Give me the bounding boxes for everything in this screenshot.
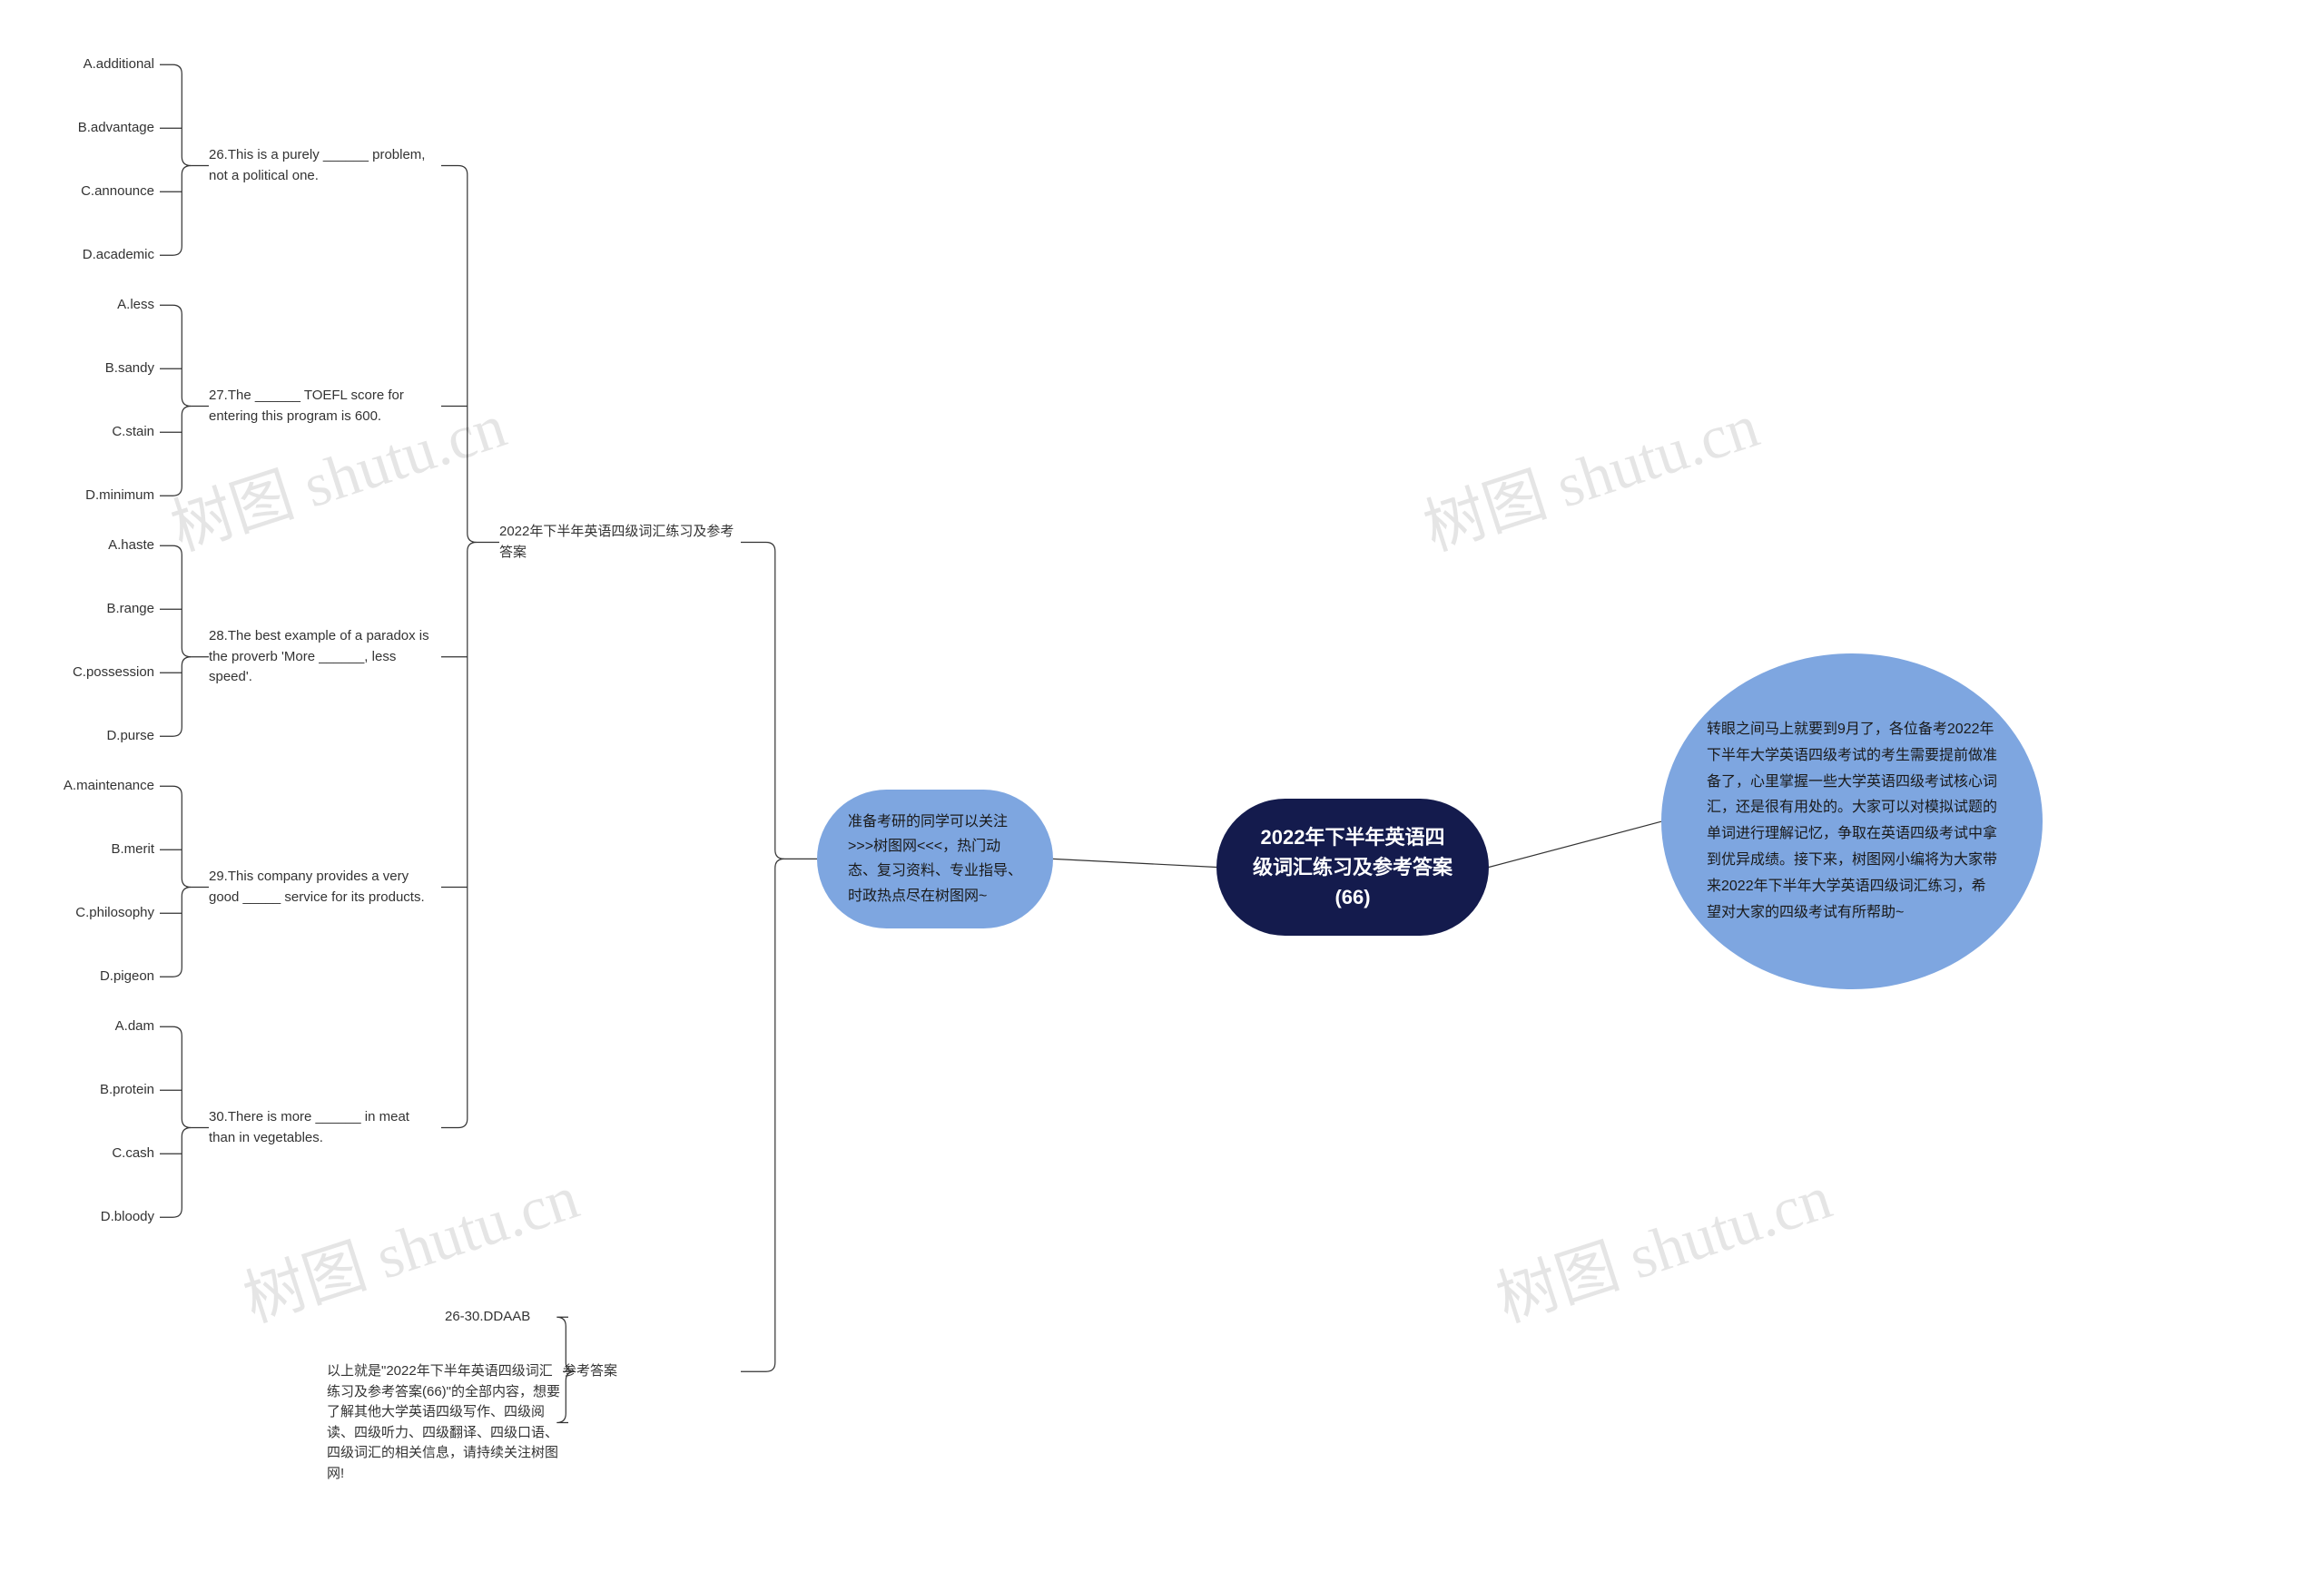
option-leaf: A.dam [115,1016,154,1037]
option-leaf: A.less [117,295,154,316]
option-leaf: B.sandy [105,358,154,379]
description-oval: 转眼之间马上就要到9月了，各位备考2022年下半年大学英语四级考试的考生需要提前… [1661,653,2043,989]
option-leaf: B.range [106,599,154,620]
option-leaf: B.advantage [78,118,154,139]
option-leaf: C.announce [81,182,154,202]
mindmap-canvas: 2022年下半年英语四级词汇练习及参考答案(66) 转眼之间马上就要到9月了，各… [0,0,2324,1581]
question-stem: 29.This company provides a very good ___… [209,867,436,908]
option-leaf: C.cash [112,1144,154,1164]
answers-label: 参考答案 [563,1361,617,1382]
answers-line: 26-30.DDAAB [445,1307,530,1328]
watermark: 树图 shutu.cn [1411,375,1768,567]
option-leaf: B.merit [111,840,154,860]
option-leaf: D.academic [83,245,154,266]
option-leaf: A.haste [108,535,154,556]
option-leaf: D.bloody [101,1207,154,1228]
option-leaf: C.possession [73,663,154,683]
promo-pill: 准备考研的同学可以关注>>>树图网<<<，热门动态、复习资料、专业指导、时政热点… [817,790,1053,928]
question-stem: 28.The best example of a paradox is the … [209,626,436,688]
question-stem: 30.There is more ______ in meat than in … [209,1107,436,1148]
option-leaf: C.philosophy [75,903,154,924]
watermark: 树图 shutu.cn [1483,1146,1840,1339]
option-leaf: D.purse [106,726,154,747]
option-leaf: B.protein [100,1080,154,1101]
question-stem: 26.This is a purely ______ problem, not … [209,145,436,186]
option-leaf: D.minimum [85,486,154,506]
center-title-node: 2022年下半年英语四级词汇练习及参考答案(66) [1216,799,1489,936]
question-stem: 27.The ______ TOEFL score for entering t… [209,386,436,427]
option-leaf: D.pigeon [100,967,154,987]
section-title: 2022年下半年英语四级词汇练习及参考答案 [499,522,735,563]
option-leaf: A.additional [84,54,154,75]
answers-note: 以上就是"2022年下半年英语四级词汇练习及参考答案(66)"的全部内容，想要了… [327,1361,563,1484]
option-leaf: A.maintenance [64,776,154,797]
option-leaf: C.stain [112,422,154,443]
watermark: 树图 shutu.cn [231,1146,587,1339]
